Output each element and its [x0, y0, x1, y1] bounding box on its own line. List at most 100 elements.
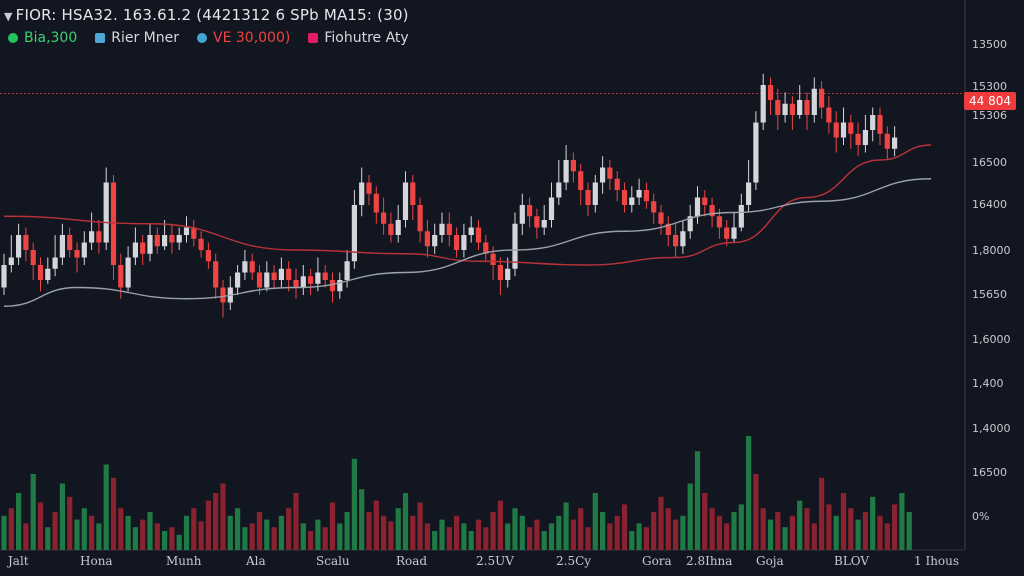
candle-body [738, 205, 744, 228]
candlestick [351, 190, 357, 269]
candlestick [140, 235, 146, 265]
candle-body [534, 216, 540, 228]
volume-bar [439, 519, 445, 550]
volume-bar [629, 531, 635, 550]
volume-bar [680, 515, 686, 550]
x-tick-label: BLOV [834, 554, 870, 568]
candle-body [636, 190, 642, 198]
candle-body [840, 122, 847, 138]
candlestick [702, 190, 708, 217]
candle-body [337, 280, 343, 292]
volume-bar [286, 508, 292, 550]
indicator-legend: Bia,300 Rier Mner VE 30,000) Fiohutre Aty [8, 30, 427, 46]
candlestick [417, 197, 423, 243]
candlestick [381, 197, 387, 235]
candle-body [183, 227, 190, 235]
candlestick [162, 220, 168, 250]
volume-bar [870, 496, 876, 550]
candle-body [198, 238, 204, 250]
candlestick [775, 88, 781, 130]
volume-bar [249, 523, 255, 550]
volume-bar [74, 519, 80, 550]
y-tick-label: 15650 [972, 288, 1007, 301]
candlestick [249, 253, 255, 280]
candle-body [585, 190, 591, 205]
x-tick-label: Road [396, 554, 428, 568]
volume-bar [278, 515, 284, 550]
y-tick-label: 13500 [972, 38, 1007, 51]
candlestick [271, 265, 277, 288]
candle-body [804, 100, 810, 115]
volume-bar [585, 527, 591, 550]
candlestick [570, 152, 576, 183]
candlestick [673, 223, 679, 258]
candle-body [96, 231, 102, 243]
candle-body [366, 182, 372, 194]
volume-bar [59, 483, 65, 550]
candlestick [424, 220, 430, 258]
volume-bar [227, 515, 233, 550]
y-tick-label: 15306 [972, 109, 1007, 122]
volume-bar [118, 508, 124, 550]
candlestick [147, 223, 153, 262]
volume-bar [271, 527, 277, 550]
volume-bar [81, 508, 87, 550]
volume-bar [103, 464, 109, 550]
legend-item[interactable]: Rier Mner [95, 30, 179, 46]
chevron-down-icon[interactable]: ▼ [4, 10, 13, 23]
candlestick [432, 223, 438, 254]
volume-bar [906, 512, 912, 550]
candlestick [446, 212, 452, 247]
candlestick [483, 235, 489, 262]
candle-body [308, 276, 314, 284]
candle-body [789, 103, 795, 115]
candlestick [716, 208, 722, 239]
candle-body [746, 182, 752, 205]
candlestick [797, 85, 803, 119]
candle-body [621, 190, 628, 205]
candle-body [461, 235, 467, 250]
candle-body [322, 272, 328, 280]
candlestick [213, 253, 219, 299]
candle-body [643, 190, 649, 202]
candle-body [600, 167, 606, 183]
volume-bar [570, 519, 576, 550]
legend-swatch-icon [8, 33, 18, 43]
candle-body [89, 231, 95, 243]
candlestick [556, 160, 562, 205]
y-tick-label: 0% [972, 510, 990, 523]
volume-bar [578, 508, 584, 550]
volume-bar [819, 477, 825, 550]
volume-bar [191, 508, 197, 550]
x-tick-label: Jalt [8, 554, 29, 568]
candlestick [322, 265, 328, 288]
candlestick [848, 115, 854, 149]
volume-bar [256, 512, 263, 550]
candle-body [833, 122, 839, 138]
candle-body [607, 167, 613, 179]
candle-body [614, 178, 620, 190]
candlestick [198, 231, 204, 258]
volume-bar [264, 519, 270, 550]
candlestick [534, 208, 540, 239]
volume-bar [388, 521, 394, 550]
candle-body [176, 235, 182, 243]
candle-body [103, 182, 109, 243]
legend-item[interactable]: Fiohutre Aty [308, 30, 409, 46]
volume-bar [395, 508, 401, 550]
volume-bar [315, 519, 321, 550]
candlestick [600, 156, 606, 194]
legend-item[interactable]: VE 30,000) [197, 30, 290, 46]
volume-bar [490, 512, 496, 550]
candle-body [826, 107, 832, 123]
legend-item[interactable]: Bia,300 [8, 30, 77, 46]
y-tick-label: 1,8000 [972, 244, 1011, 257]
symbol-header[interactable]: ▼ FIOR: HSA32. 163.61.2 (4421312 6 SPb MA… [4, 6, 409, 24]
volume-bar [753, 474, 759, 550]
candlestick [877, 107, 883, 145]
volume-bar [643, 527, 649, 550]
candle-body [16, 235, 22, 258]
volume-bar [621, 504, 628, 550]
volume-bar [242, 527, 248, 550]
